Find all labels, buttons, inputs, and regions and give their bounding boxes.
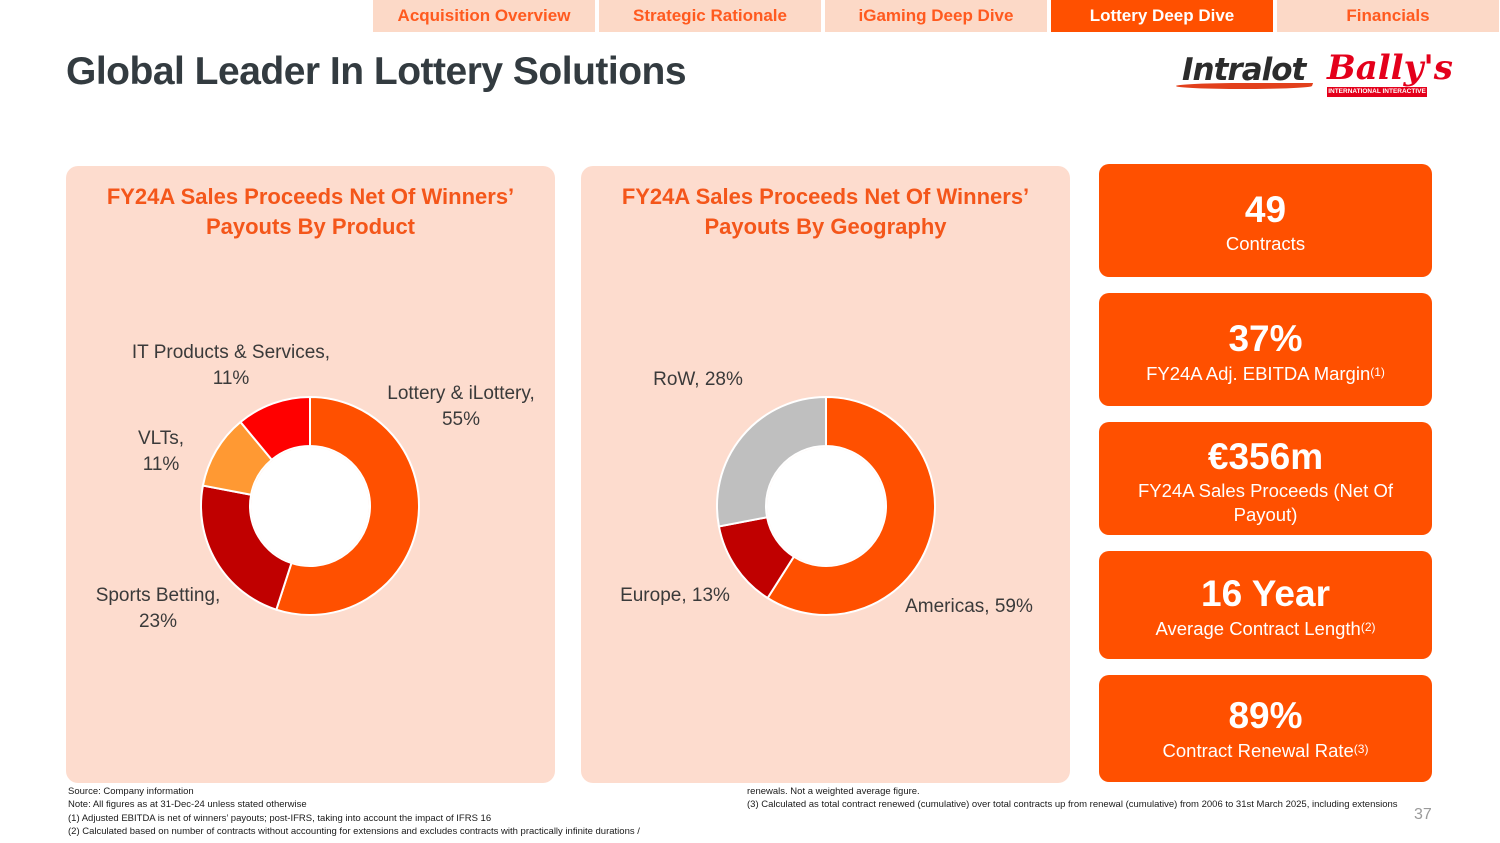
donut-slice-it-products-services [239,395,311,462]
tab-igaming-deep-dive[interactable]: iGaming Deep Dive [825,0,1047,32]
kpi-ebitda-margin-value: 37% [1228,318,1303,359]
footnote-ref-2: (2) [1360,620,1376,634]
donut-slice-lottery-ilottery [275,395,420,616]
donut-hole [767,447,885,565]
kpi-ebitda-margin-label: FY24A Adj. EBITDA Margin(1) [1099,362,1432,386]
kpi-renewal-rate-value: 89% [1228,695,1303,736]
product-donut-chart: Lottery & iLottery, 55% Sports Betting, 23%… [96,342,535,632]
data-label-europe: Europe, 13% [620,585,730,606]
geography-chart-title: FY24A Sales Proceeds Net Of Winners’ Pay… [581,182,1070,242]
footnote-note: Note: All figures as at 31-Dec-24 unless… [68,799,307,811]
data-label-row: RoW, 28% [653,369,743,390]
data-label-sports-betting: Sports Betting, 23% [96,585,221,632]
kpi-contract-length-label: Average Contract Length(2) [1099,617,1432,641]
footnote-2: (2) Calculated based on number of contra… [68,826,640,838]
ballys-logo-wordmark: Bally's [1327,48,1453,88]
kpi-contract-length-value: 16 Year [1201,573,1330,614]
geography-donut-chart: Americas, 59% Europe, 13% RoW, 28% [620,369,1033,617]
tab-acquisition-overview[interactable]: Acquisition Overview [373,0,595,32]
footnote-1: (1) Adjusted EBITDA is net of winners’ p… [68,812,492,824]
kpi-ebitda-margin: 37% FY24A Adj. EBITDA Margin(1) [1099,293,1432,406]
tab-lottery-deep-dive[interactable]: Lottery Deep Dive [1051,0,1273,32]
ballys-logo-subtitle: INTERNATIONAL INTERACTIVE [1327,87,1427,97]
intralot-logo: Intralot [1174,52,1316,94]
kpi-contract-length: 16 Year Average Contract Length(2) [1099,551,1432,659]
footnote-3: (3) Calculated as total contract renewed… [747,799,1398,811]
product-chart-title-line2: Payouts By Product [205,214,416,239]
footnote-ref-3: (3) [1353,742,1369,756]
donut-slice-americas [766,395,936,616]
geography-chart-panel: FY24A Sales Proceeds Net Of Winners’ Pay… [581,166,1070,783]
data-label-lottery-ilottery: Lottery & iLottery, 55% [387,383,535,430]
geography-chart-title-line2: Payouts By Geography [704,214,947,239]
footnotes-left: Source: Company information Note: All fi… [68,785,733,839]
ballys-logo: Bally's INTERNATIONAL INTERACTIVE [1325,48,1453,100]
data-label-it-products-services: IT Products & Services, 11% [132,342,330,389]
data-label-americas: Americas, 59% [905,596,1033,617]
tab-financials[interactable]: Financials [1277,0,1499,32]
donut-hole [251,447,369,565]
intralot-logo-swoosh [1174,83,1314,89]
page-title: Global Leader In Lottery Solutions [66,50,687,93]
kpi-renewal-rate-text: Contract Renewal Rate [1162,740,1354,761]
kpi-contract-length-text: Average Contract Length [1155,618,1361,639]
kpi-sales-proceeds-label: FY24A Sales Proceeds (Net Of Payout) [1137,480,1393,525]
data-label-vlts: VLTs, 11% [138,428,184,475]
kpi-sales-proceeds-value: €356m [1207,436,1324,477]
kpi-renewal-rate: 89% Contract Renewal Rate(3) [1099,675,1432,782]
kpi-sales-proceeds: €356m FY24A Sales Proceeds (Net Of Payou… [1099,422,1432,535]
footnote-2-continued: renewals. Not a weighted average figure. [747,786,920,797]
intralot-logo-wordmark: Intralot [1182,52,1306,88]
donut-slice-row [716,395,827,528]
product-chart-title-line1: FY24A Sales Proceeds Net Of Winners’ [106,184,515,209]
product-chart-title: FY24A Sales Proceeds Net Of Winners’ Pay… [66,182,555,242]
geography-chart-title-line1: FY24A Sales Proceeds Net Of Winners’ [621,184,1030,209]
kpi-ebitda-margin-text: FY24A Adj. EBITDA Margin [1146,363,1371,384]
product-chart-panel: FY24A Sales Proceeds Net Of Winners’ Pay… [66,166,555,783]
kpi-contracts: 49 Contracts [1099,164,1432,277]
footnote-ref-1: (1) [1370,365,1385,379]
footnotes-right: renewals. Not a weighted average figure.… [747,785,1437,812]
kpi-contracts-label: Contracts [1225,233,1306,254]
page-number: 37 [1414,806,1432,823]
kpi-renewal-rate-label: Contract Renewal Rate(3) [1099,739,1432,763]
footnote-source: Source: Company information [68,786,194,797]
donut-slice-sports-betting [200,484,293,611]
tab-strategic-rationale[interactable]: Strategic Rationale [599,0,821,32]
section-nav: Acquisition Overview Strategic Rationale… [373,0,1499,32]
kpi-contracts-value: 49 [1244,189,1287,230]
